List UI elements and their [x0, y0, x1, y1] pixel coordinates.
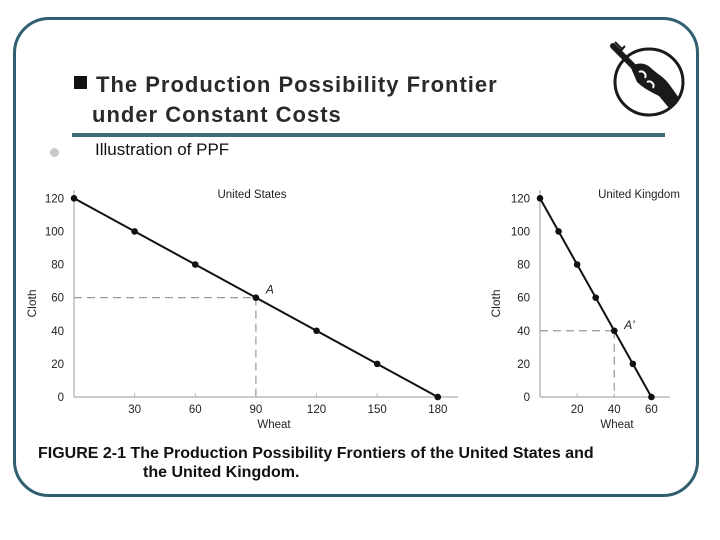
x-tick-label: 20 — [571, 404, 584, 416]
x-tick-label: 60 — [645, 404, 658, 416]
y-tick-label: 120 — [511, 193, 530, 205]
y-tick-label: 20 — [517, 359, 530, 371]
y-axis-label: Cloth — [489, 289, 503, 317]
chart-united-kingdom: 0 20 40 60 80 100 120 20 40 60 Wheat Cloth United Ki… — [489, 189, 680, 431]
hand-with-key-icon — [610, 41, 685, 117]
y-tick-label: 60 — [51, 293, 64, 305]
chart-title: United States — [217, 189, 286, 201]
round-bullet-icon — [50, 148, 59, 157]
x-tick-label: 60 — [189, 404, 202, 416]
y-tick-label: 100 — [511, 226, 530, 238]
y-tick-label: 0 — [524, 392, 530, 404]
chart-title: United Kingdom — [598, 189, 680, 201]
data-point — [610, 327, 618, 335]
data-point — [252, 294, 260, 301]
ppf-charts: 0 20 40 60 80 100 120 30 60 90 120 150 180 Wheat Cloth… — [25, 189, 680, 431]
data-point — [191, 261, 199, 268]
figure-caption-line1: FIGURE 2-1 The Production Possibility Fr… — [38, 445, 594, 462]
data-point — [434, 393, 442, 401]
y-tick-label: 60 — [517, 293, 530, 305]
point-annotation: A — [265, 283, 274, 297]
y-tick-label: 40 — [51, 326, 64, 338]
y-axis-label: Cloth — [25, 289, 39, 317]
slide-title-line1: The Production Possibility Frontier — [96, 72, 498, 97]
y-tick-label: 120 — [45, 193, 64, 205]
x-tick-label: 150 — [368, 404, 387, 416]
x-axis-label: Wheat — [600, 419, 634, 431]
x-tick-label: 120 — [307, 404, 326, 416]
x-axis-label: Wheat — [257, 419, 291, 431]
y-tick-label: 80 — [51, 260, 64, 272]
figure-caption-line2: the United Kingdom. — [143, 464, 300, 481]
data-point — [555, 228, 562, 235]
slide-frame — [13, 17, 699, 497]
data-point — [373, 360, 381, 368]
slide-title-line2: under Constant Costs — [92, 102, 342, 127]
y-tick-label: 20 — [51, 359, 64, 371]
data-point — [313, 327, 320, 335]
point-annotation: A' — [623, 318, 635, 332]
x-tick-label: 30 — [128, 404, 141, 416]
data-point — [536, 194, 544, 202]
y-tick-label: 80 — [517, 260, 530, 272]
y-tick-label: 40 — [517, 326, 530, 338]
y-tick-label: 100 — [45, 226, 64, 238]
title-rule — [72, 133, 665, 137]
y-tick-label: 0 — [58, 392, 64, 404]
data-point — [70, 194, 78, 202]
data-point — [573, 261, 581, 268]
data-point — [648, 393, 655, 401]
slide-subtitle: Illustration of PPF — [95, 140, 230, 159]
data-point — [131, 228, 138, 235]
x-tick-label: 90 — [249, 404, 262, 416]
chart-united-states: 0 20 40 60 80 100 120 30 60 90 120 150 180 Wheat Cloth… — [25, 189, 458, 431]
data-point — [629, 360, 637, 368]
x-tick-label: 180 — [428, 404, 447, 416]
square-bullet-icon — [74, 76, 87, 89]
data-point — [592, 294, 600, 301]
x-tick-label: 40 — [608, 404, 621, 416]
